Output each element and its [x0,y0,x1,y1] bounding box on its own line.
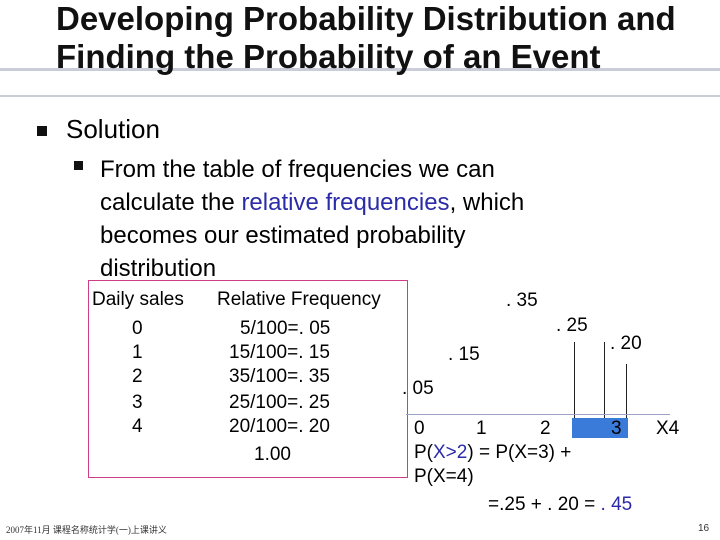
bar-label-x0: . 05 [402,378,434,399]
x-axis-line [406,414,670,415]
x-label-2: 2 [540,418,551,439]
prob-condition: X>2 [433,442,468,463]
bar-line-x3-left [574,342,575,418]
sub-line-2: calculate the relative frequencies, whic… [100,186,640,219]
sub-bullet-square-icon [74,161,83,170]
prob-line-3: =.25 + . 20 = . 45 [414,493,632,517]
highlight-x3-x4 [572,418,628,438]
bar-label-x2: . 35 [506,290,538,311]
prob-line-2: P(X=4) [414,466,474,487]
cell-sales-3: 3 [132,392,143,413]
col-header-daily-sales: Daily sales [92,289,184,310]
cell-freq-2: 35/100=. 35 [229,366,330,387]
cell-sales-4: 4 [132,416,143,437]
cell-freq-1: 15/100=. 15 [229,342,330,363]
cell-freq-0: 5/100=. 05 [240,318,331,339]
x-axis-label: X4 [656,418,680,439]
cell-sales-0: 0 [132,318,143,339]
footer-course-note: 2007年11月 课程名称统计学(一)上课讲义 [6,525,167,535]
prob-sum: =.25 + . 20 = [488,494,601,515]
relative-frequencies-highlight: relative frequencies [241,189,450,216]
sub-line-3: becomes our estimated probability [100,222,466,249]
sub-line-4: distribution [100,255,217,282]
prob-result: . 45 [600,494,633,515]
cell-freq-4: 20/100=. 20 [229,416,330,437]
bar-line-x3-right [604,342,605,418]
sub-line-2-a: calculate the [100,189,235,216]
page-number: 16 [698,523,710,534]
bar-label-x1: . 15 [448,344,480,365]
x-label-0: 0 [414,418,425,439]
decor-line-top [0,68,720,71]
x-label-3: 3 [611,418,622,439]
col-header-relative-frequency: Relative Frequency [217,289,381,310]
decor-line-second [0,95,720,97]
table-box [88,280,408,478]
sub-line-1: From the table of frequencies we can [100,156,495,183]
bullet-square-icon [37,126,47,136]
x-label-1: 1 [476,418,487,439]
bullet-solution: Solution [66,114,160,144]
bar-label-x4: . 20 [610,333,642,354]
cell-sales-1: 1 [132,342,143,363]
bar-line-x4 [626,364,627,418]
cell-total: 1.00 [254,444,291,465]
cell-sales-2: 2 [132,366,143,387]
prob-line-1-a: P( [414,442,433,463]
sub-line-2-b: , which [449,189,525,216]
slide-title: Developing Probability Distribution and … [56,0,676,75]
prob-line-1: P(X>2) = P(X=3) + [414,441,632,465]
cell-freq-3: 25/100=. 25 [229,392,330,413]
bar-label-x3: . 25 [556,315,588,336]
sub-bullet-text: From the table of frequencies we can cal… [100,153,640,285]
prob-line-1-c: ) = P(X=3) + [467,442,572,463]
probability-statement: P(X>2) = P(X=3) + P(X=4) =.25 + . 20 = .… [414,441,632,517]
